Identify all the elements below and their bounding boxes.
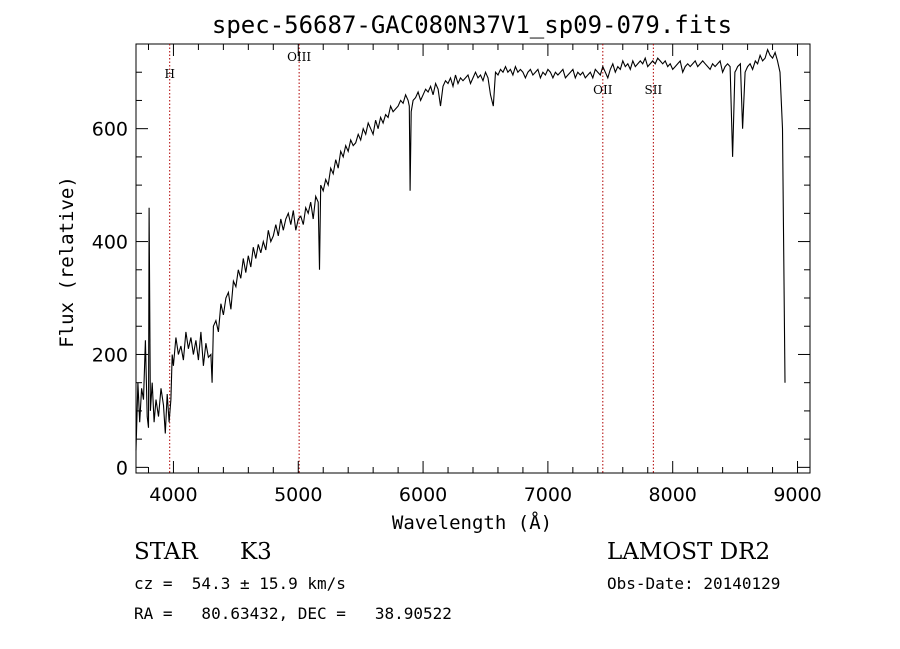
x-tick-label: 9000 (773, 484, 821, 506)
y-tick-label: 400 (92, 232, 128, 254)
reference-line-label: H (164, 67, 174, 81)
x-axis-title: Wavelength (Å) (392, 511, 552, 534)
x-tick-label: 8000 (649, 484, 697, 506)
chart-title: spec-56687-GAC080N37V1_sp09-079.fits (212, 11, 732, 39)
x-tick-label: 7000 (524, 484, 572, 506)
x-tick-label: 5000 (274, 484, 322, 506)
coordinates: RA = 80.63432, DEC = 38.90522 (134, 604, 452, 623)
survey-name: LAMOST DR2 (607, 539, 770, 565)
spectrum-line (135, 47, 786, 451)
y-tick-label: 600 (92, 119, 128, 141)
axis-tick-labels: 4000 5000 6000 7000 8000 9000 0 200 400 600 (92, 119, 822, 506)
reference-line-label: OIII (287, 50, 311, 64)
obs-date: Obs-Date: 20140129 (607, 574, 780, 593)
x-tick-label: 6000 (399, 484, 447, 506)
axis-ticks (136, 44, 810, 473)
y-axis-title: Flux (relative) (56, 176, 78, 348)
spectrum-info: STAR K3 LAMOST DR2 cz = 54.3 ± 15.9 km/s… (134, 539, 780, 623)
redshift-readout: cz = 54.3 ± 15.9 km/s (134, 574, 346, 593)
x-tick-label: 4000 (149, 484, 197, 506)
plot-frame (135, 43, 811, 474)
reference-line-label: OII (593, 83, 613, 97)
object-subclass: K3 (240, 539, 272, 565)
y-tick-label: 200 (92, 344, 128, 366)
reference-line-label: SII (645, 83, 663, 97)
object-class: STAR (134, 539, 198, 565)
y-tick-label: 0 (116, 457, 128, 479)
reference-lines: H OIII OII SII (164, 44, 662, 473)
